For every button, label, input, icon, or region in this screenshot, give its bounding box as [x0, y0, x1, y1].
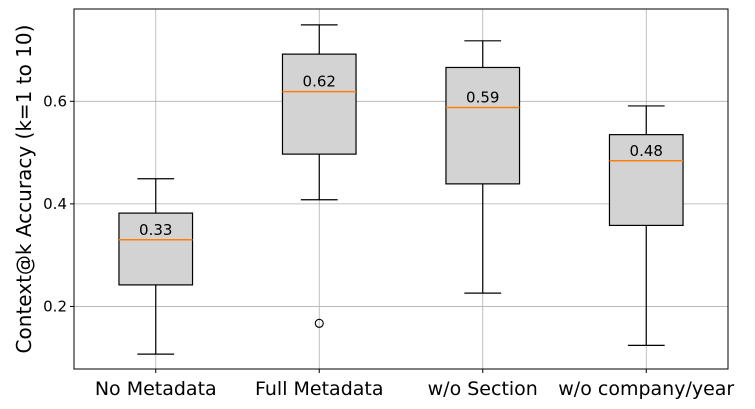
box-layer: [118, 24, 684, 355]
y-tick-label: 0.6: [43, 92, 67, 110]
median-value-label: 0.59: [466, 88, 499, 106]
tick-layer: 0.2 0.4 0.6 No Metadata Full Metadata w/o Sec…: [43, 92, 734, 400]
y-tick-label: 0.4: [43, 195, 67, 213]
median-value-label: 0.62: [303, 73, 336, 91]
outlier-point: [314, 318, 324, 328]
box-group: [281, 24, 357, 328]
x-category-label: Full Metadata: [255, 378, 384, 400]
iqr-box: [608, 134, 684, 227]
box-group: [118, 178, 194, 355]
plot-frame: [73, 8, 729, 370]
box-group: [445, 40, 521, 294]
iqr-box: [118, 212, 194, 286]
y-tick-label: 0.2: [43, 297, 67, 315]
median-value-label: 0.48: [630, 142, 663, 160]
x-category-label: w/o Section: [428, 378, 538, 400]
iqr-box: [281, 53, 357, 155]
iqr-box: [445, 66, 521, 185]
x-category-label: w/o company/year: [558, 378, 734, 400]
box-group: [608, 105, 684, 347]
median-value-label: 0.33: [139, 221, 172, 239]
x-category-label: No Metadata: [95, 378, 217, 400]
y-axis-title: Context@k Accuracy (k=1 to 10): [12, 25, 36, 354]
label-layer: 0.33 0.62 0.59 0.48: [139, 73, 663, 239]
